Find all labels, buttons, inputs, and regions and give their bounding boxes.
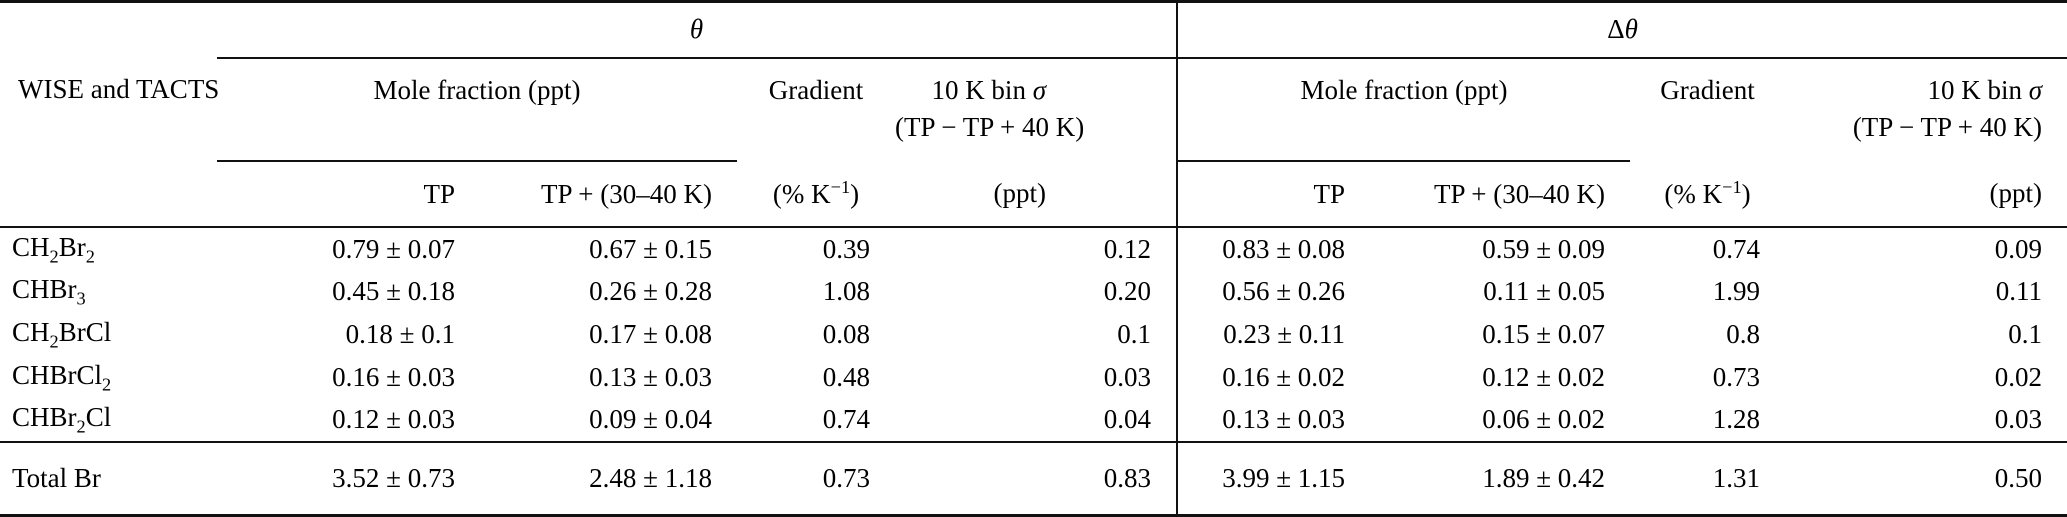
ppt-unit-header-theta: (ppt) [895,160,1179,229]
cell-dtheta-sigma: 0.02 [1994,361,2043,392]
cell-theta-sigma: 0.1 [895,313,1179,357]
table-row: CH2BrCl 0.18 ± 0.1 0.17 ± 0.08 0.08 0.1 … [0,313,2067,357]
cell-theta-gradient: 1.08 [822,276,870,307]
cell-theta-tp-plus: 0.13 ± 0.03 [589,361,712,392]
spacer-cell [0,2,217,58]
group-header-row: θ Δθ [0,1,2067,59]
cell-theta-tp: 0.16 ± 0.03 [332,361,455,392]
cell-theta-tp: 0.12 ± 0.03 [332,404,455,435]
cell-dtheta-tp: 0.13 ± 0.03 [1222,404,1346,435]
mole-fraction-header-dtheta: Mole fraction (ppt) [1177,57,1631,162]
cell-dtheta-sigma: 0.03 [1994,404,2043,435]
cell-theta-gradient: 0.73 [737,440,895,516]
tp-plus-header-theta: TP + (30–40 K) [480,160,737,229]
header-row-2: TP TP + (30–40 K) (% K−1) (ppt) TP TP + … [0,160,2067,229]
cell-dtheta-sigma: 0.09 [1994,233,2043,264]
cell-dtheta-sigma: 0.1 [2008,319,2043,350]
cell-theta-tp-plus: 0.09 ± 0.04 [589,404,712,435]
table-row: CHBr3 0.45 ± 0.18 0.26 ± 0.28 1.08 0.20 … [0,270,2067,314]
cell-theta-sigma: 0.03 [895,356,1179,399]
cell-dtheta-gradient: 1.28 [1712,404,1761,435]
cell-dtheta-tp: 0.83 ± 0.08 [1222,233,1346,264]
ppt-unit-header-dtheta: (ppt) [1785,160,2067,229]
cell-dtheta-sigma: 0.50 [1785,440,2067,516]
substance-label: CHBr3 [12,273,86,309]
cell-theta-gradient: 0.74 [822,404,870,435]
cell-dtheta-gradient: 1.31 [1630,440,1786,516]
sigma-header-dtheta: 10 K bin σ (TP − TP + 40 K) [1785,58,2067,161]
cell-theta-gradient: 0.39 [822,233,870,264]
cell-dtheta-tp-plus: 0.15 ± 0.07 [1482,319,1606,350]
cell-dtheta-tp-plus: 0.06 ± 0.02 [1482,404,1606,435]
header-row-1: WISE and TACTS Mole fraction (ppt) Gradi… [0,57,2067,162]
cell-dtheta-tp-plus: 0.12 ± 0.02 [1482,361,1606,392]
substance-label: CHBr2Cl [12,402,112,437]
cell-dtheta-gradient: 0.8 [1726,319,1761,350]
cell-theta-sigma: 0.12 [895,227,1179,271]
cell-dtheta-tp: 3.99 ± 1.15 [1177,440,1371,516]
table-row: CHBr2Cl 0.12 ± 0.03 0.09 ± 0.04 0.74 0.0… [0,398,2067,442]
cell-theta-tp-plus: 2.48 ± 1.18 [480,440,737,516]
total-label: Total Br [0,440,217,516]
tp-plus-header-dtheta: TP + (30–40 K) [1370,160,1631,229]
cell-theta-tp-plus: 0.26 ± 0.28 [589,276,712,307]
cell-dtheta-tp-plus: 0.59 ± 0.09 [1482,233,1606,264]
sigma-header-line2: (TP − TP + 40 K) [895,111,1085,142]
mole-fraction-header-theta: Mole fraction (ppt) [217,57,737,162]
cell-dtheta-gradient: 0.74 [1712,233,1761,264]
cell-theta-gradient: 0.48 [822,361,870,392]
gradient-unit-header-theta: (% K−1) [737,160,895,229]
spacer-cell [0,160,217,229]
cell-theta-tp: 0.18 ± 0.1 [345,319,455,350]
tp-header-dtheta: TP [1177,160,1371,229]
cell-theta-tp: 0.45 ± 0.18 [332,276,455,307]
corner-label: WISE and TACTS [18,73,220,104]
cell-dtheta-gradient: 1.99 [1712,276,1761,307]
cell-theta-sigma: 0.83 [895,440,1179,516]
cell-dtheta-gradient: 0.73 [1712,361,1761,392]
gradient-header-theta: Gradient [768,74,864,105]
theta-group-header: θ [217,1,1179,59]
gradient-unit-header-dtheta: (% K−1) [1630,160,1786,229]
substance-label: CH2BrCl [12,316,112,352]
sigma-header-line2: (TP − TP + 40 K) [1852,111,2043,142]
cell-dtheta-tp: 0.16 ± 0.02 [1222,361,1346,392]
sigma-header-line1: 10 K bin σ [1927,74,2043,105]
cell-dtheta-sigma: 0.11 [1995,276,2043,307]
cell-theta-sigma: 0.20 [895,270,1179,314]
table-row: CH2Br2 0.79 ± 0.07 0.67 ± 0.15 0.39 0.12… [0,227,2067,271]
cell-theta-tp-plus: 0.67 ± 0.15 [589,233,712,264]
cell-dtheta-tp: 0.23 ± 0.11 [1223,319,1346,350]
cell-dtheta-tp: 0.56 ± 0.26 [1222,276,1346,307]
substance-label: CH2Br2 [12,231,95,266]
cell-theta-sigma: 0.04 [895,398,1179,442]
total-row: Total Br 3.52 ± 0.73 2.48 ± 1.18 0.73 0.… [0,440,2067,516]
cell-theta-gradient: 0.08 [822,319,870,350]
delta-theta-group-header: Δθ [1177,1,2067,59]
cell-theta-tp: 0.79 ± 0.07 [332,233,455,264]
sigma-header-line1: 10 K bin σ [931,74,1047,105]
sigma-header-theta: 10 K bin σ (TP − TP + 40 K) [895,57,1179,161]
table-row: CHBrCl2 0.16 ± 0.03 0.13 ± 0.03 0.48 0.0… [0,356,2067,399]
gradient-header-dtheta: Gradient [1660,74,1755,105]
tp-header-theta: TP [217,160,480,229]
cell-theta-tp: 3.52 ± 0.73 [217,440,480,516]
cell-dtheta-tp-plus: 1.89 ± 0.42 [1370,440,1631,516]
substance-label: CHBrCl2 [12,359,112,395]
cell-dtheta-tp-plus: 0.11 ± 0.05 [1483,276,1606,307]
cell-theta-tp-plus: 0.17 ± 0.08 [589,319,712,350]
